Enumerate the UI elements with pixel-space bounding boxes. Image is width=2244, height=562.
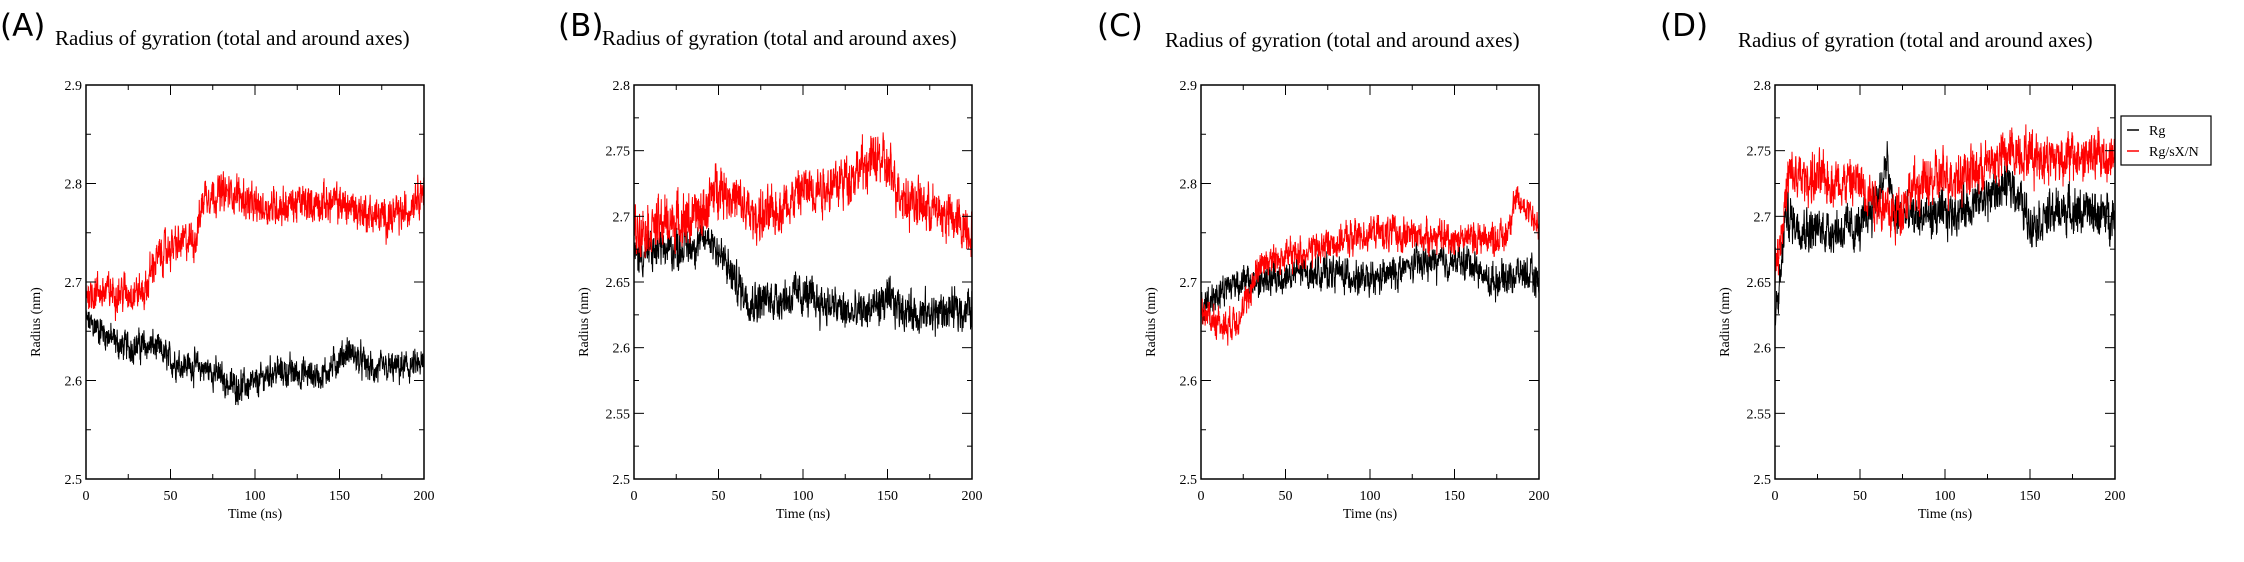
x-tick-label: 150 <box>1444 489 1465 504</box>
y-tick-label: 2.5 <box>613 473 631 488</box>
series-line-rg-sx-n <box>634 132 972 258</box>
x-tick-label: 100 <box>1360 489 1381 504</box>
y-tick-label: 2.75 <box>1747 145 1772 160</box>
x-tick-label: 0 <box>83 489 90 504</box>
y-tick-label: 2.5 <box>65 473 83 488</box>
x-tick-label: 150 <box>877 489 898 504</box>
x-tick-label: 150 <box>2020 489 2041 504</box>
x-tick-label: 200 <box>2105 489 2126 504</box>
plot-frame <box>633 84 973 480</box>
panel-c: (C) Radius of gyration (total and around … <box>1097 8 1550 522</box>
series-line-rg-sx-n <box>1201 186 1539 346</box>
panel-a: (A) Radius of gyration (total and around … <box>0 8 435 522</box>
x-tick-label: 50 <box>1279 489 1293 504</box>
plot-frame <box>1774 84 2116 480</box>
x-axis-label: Time (ns) <box>1918 507 1973 522</box>
panel-label: (B) <box>558 8 603 44</box>
y-tick-label: 2.9 <box>65 79 83 94</box>
y-tick-label: 2.65 <box>1747 276 1772 291</box>
x-tick-label: 150 <box>329 489 350 504</box>
x-tick-label: 200 <box>962 489 983 504</box>
y-tick-label: 2.7 <box>65 276 83 291</box>
series-line-rg-sx-n <box>86 171 424 321</box>
panel-d: (D) Radius of gyration (total and around … <box>1660 8 2126 522</box>
legend-label: Rg <box>2149 124 2165 139</box>
x-tick-label: 100 <box>793 489 814 504</box>
y-tick-label: 2.7 <box>1180 276 1198 291</box>
chart-title: Radius of gyration (total and around axe… <box>55 26 410 50</box>
legend-label: Rg/sX/N <box>2149 145 2199 160</box>
y-axis-label: Radius (nm) <box>29 287 44 357</box>
x-axis-label: Time (ns) <box>1343 507 1398 522</box>
y-tick-label: 2.9 <box>1180 79 1198 94</box>
x-tick-label: 200 <box>414 489 435 504</box>
panel-b: (B)Radius of gyration (total and around … <box>558 8 983 522</box>
y-tick-label: 2.6 <box>1180 375 1198 390</box>
y-tick-label: 2.7 <box>613 210 631 225</box>
y-tick-label: 2.8 <box>1754 79 1772 94</box>
panel-label: (D) <box>1660 8 1708 44</box>
y-tick-label: 2.6 <box>613 342 631 357</box>
y-tick-label: 2.5 <box>1180 473 1198 488</box>
y-tick-label: 2.75 <box>606 145 631 160</box>
x-tick-label: 50 <box>1853 489 1867 504</box>
y-tick-label: 2.8 <box>65 178 83 193</box>
series-line-rg <box>1775 141 2115 326</box>
series-line-rg <box>634 219 972 337</box>
chart-title: Radius of gyration (total and around axe… <box>602 26 957 50</box>
y-axis-label: Radius (nm) <box>1718 287 1733 357</box>
legend: Rg Rg/sX/N <box>2120 115 2212 166</box>
y-tick-label: 2.5 <box>1754 473 1772 488</box>
y-axis-label: Radius (nm) <box>577 287 592 357</box>
y-tick-label: 2.8 <box>1180 178 1198 193</box>
chart-title: Radius of gyration (total and around axe… <box>1165 28 1520 52</box>
x-tick-label: 200 <box>1529 489 1550 504</box>
panel-label: (C) <box>1097 8 1143 44</box>
x-tick-label: 100 <box>1935 489 1956 504</box>
x-axis-label: Time (ns) <box>228 507 283 522</box>
x-tick-label: 100 <box>245 489 266 504</box>
y-axis-label: Radius (nm) <box>1144 287 1159 357</box>
y-tick-label: 2.6 <box>65 375 83 390</box>
panel-label: (A) <box>0 8 45 44</box>
y-tick-label: 2.8 <box>613 79 631 94</box>
x-tick-label: 50 <box>164 489 178 504</box>
y-tick-label: 2.7 <box>1754 210 1772 225</box>
y-tick-label: 2.6 <box>1754 342 1772 357</box>
series-line-rg <box>86 310 424 406</box>
x-tick-label: 0 <box>1772 489 1779 504</box>
x-tick-label: 0 <box>1198 489 1205 504</box>
chart-title: Radius of gyration (total and around axe… <box>1738 28 2093 52</box>
x-axis-label: Time (ns) <box>776 507 831 522</box>
y-tick-label: 2.65 <box>606 276 631 291</box>
x-tick-label: 50 <box>712 489 726 504</box>
legend-box <box>2120 115 2212 166</box>
y-tick-label: 2.55 <box>606 407 631 422</box>
series-line-rg-sx-n <box>1775 124 2115 293</box>
x-tick-label: 0 <box>631 489 638 504</box>
y-tick-label: 2.55 <box>1747 407 1772 422</box>
